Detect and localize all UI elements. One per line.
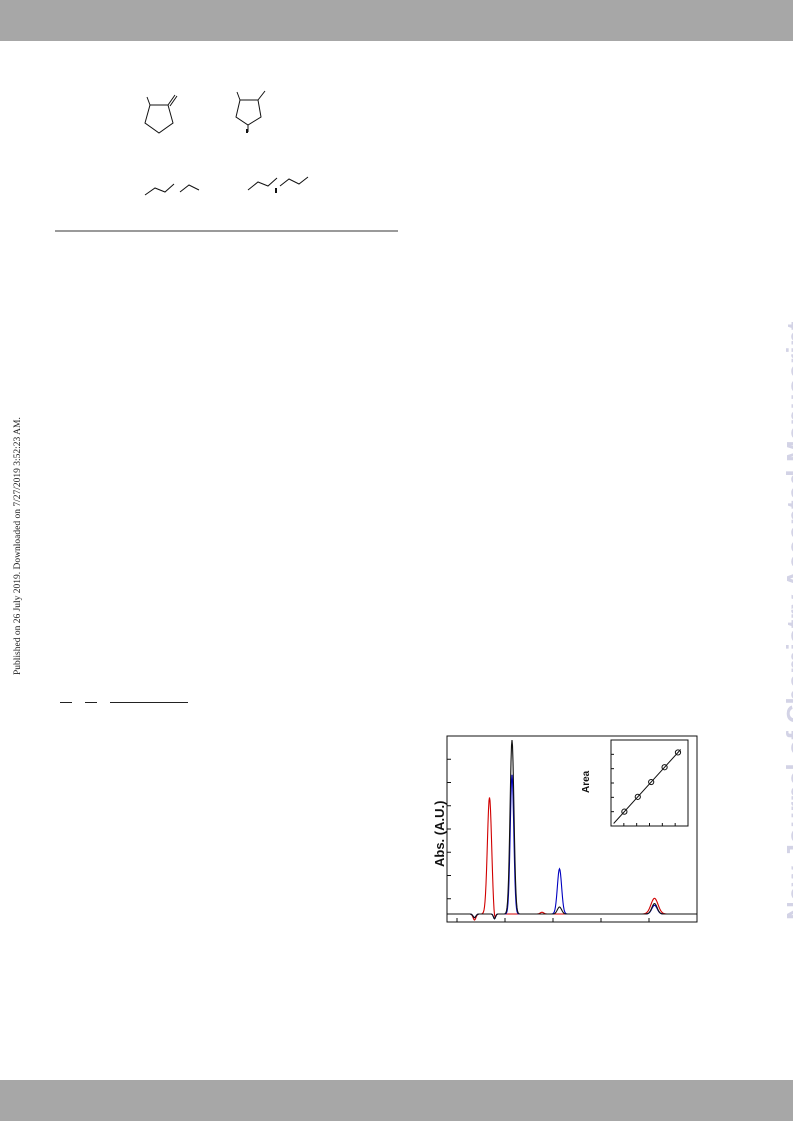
table-rule (55, 230, 398, 232)
journal-watermark: New Journal of Chemistry Accepted Manusc… (781, 321, 793, 920)
n-substituent-mark (246, 129, 248, 133)
heteroatom-mark (275, 188, 277, 193)
y-axis-label: Abs. (A.U.) (432, 800, 447, 867)
calibration-inset (610, 739, 689, 827)
series-black-line (447, 739, 697, 920)
pyrrolidine-structure (235, 90, 266, 132)
acyclic-structure-2 (247, 176, 309, 191)
cyclopentanone-structure (144, 94, 178, 134)
inset-data-point (661, 764, 668, 771)
inset-data-point (634, 793, 641, 800)
bottom-banner (0, 1080, 793, 1121)
top-banner (0, 0, 793, 41)
acyclic-structure-1 (144, 183, 200, 196)
inset-data-point (648, 778, 655, 786)
inset-fit-line (613, 749, 682, 824)
publication-stamp: Published on 26 July 2019. Downloaded on… (13, 417, 23, 675)
chromatogram-figure (446, 735, 698, 923)
inset-data-point (621, 808, 628, 815)
chromatogram-plot (446, 735, 698, 923)
inset-y-axis-label: Area (581, 770, 592, 793)
inset-data-point (674, 749, 682, 756)
chemical-structures (144, 90, 309, 196)
